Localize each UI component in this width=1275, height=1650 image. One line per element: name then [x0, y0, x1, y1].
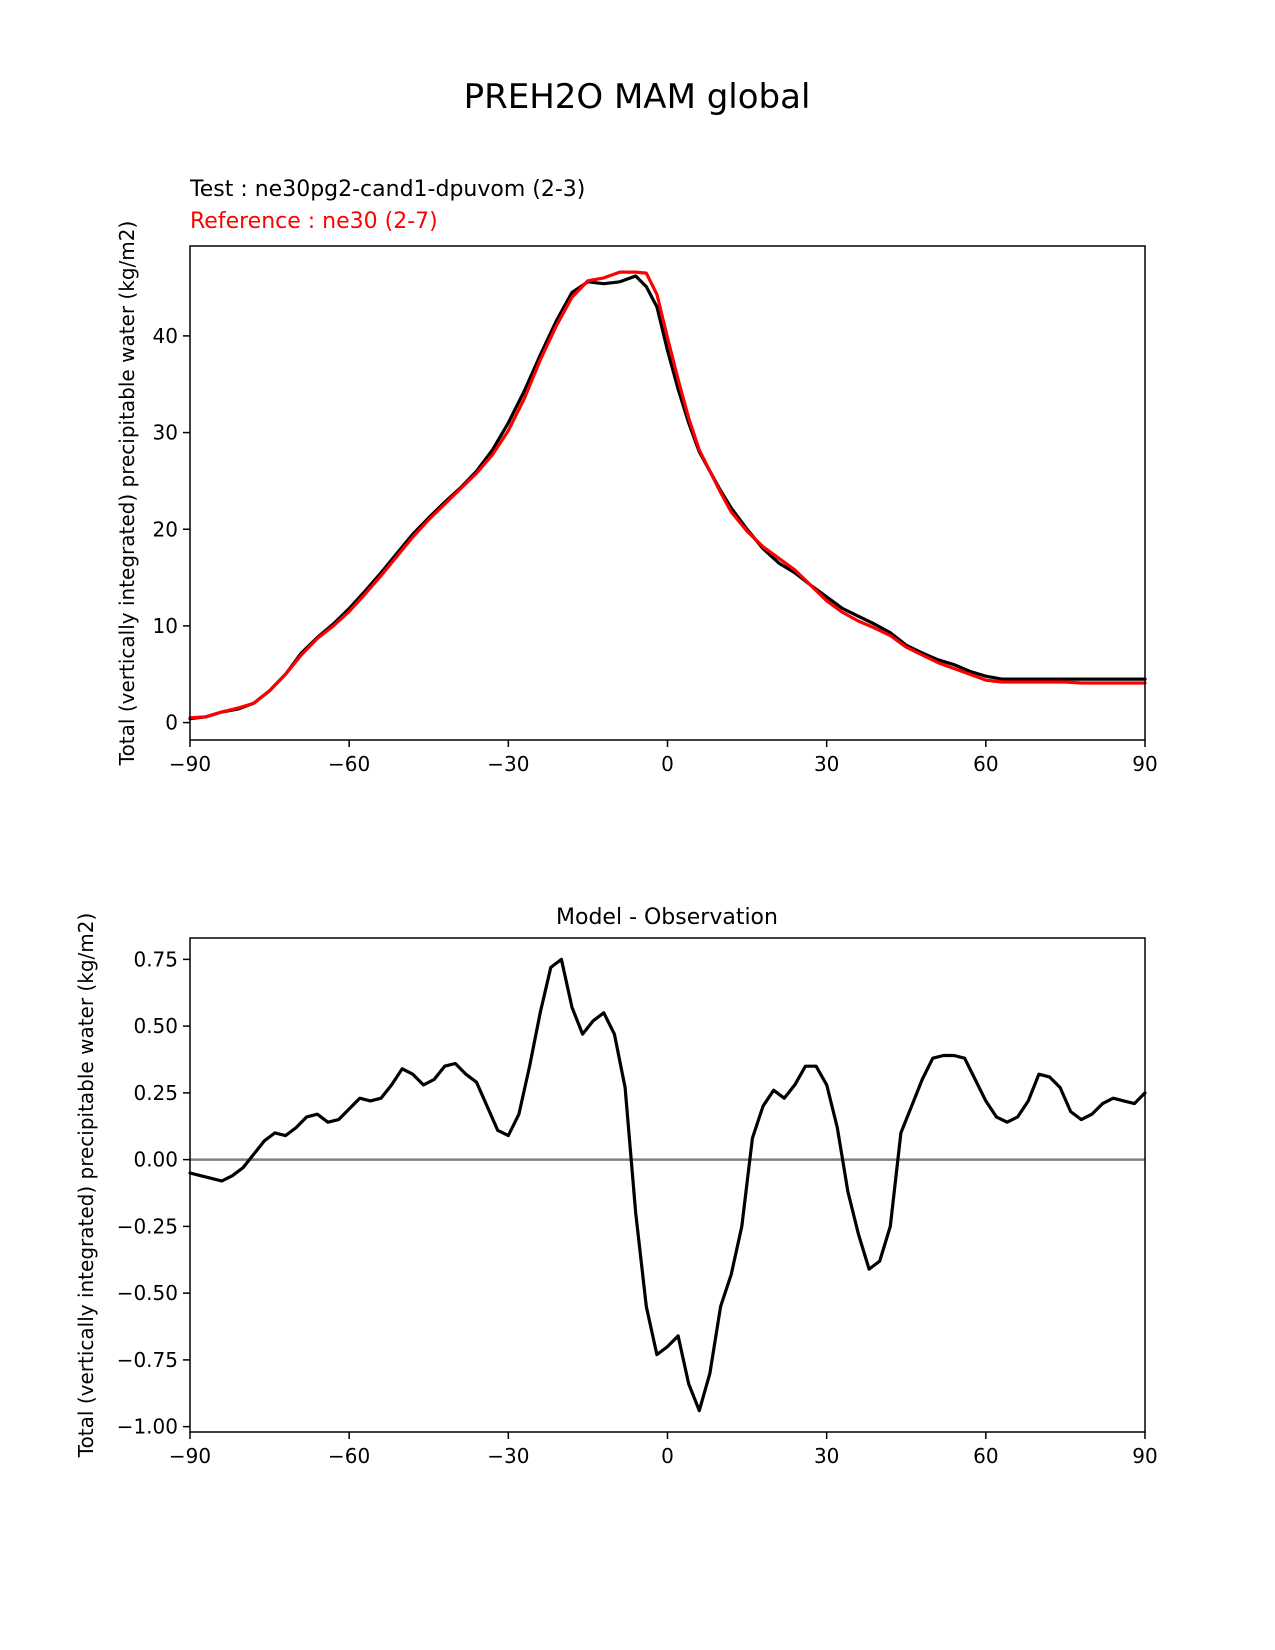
- top-series-line-1: [188, 270, 1147, 720]
- bottom-x-tick-label: −90: [169, 1444, 211, 1468]
- bottom-series-layer: [188, 957, 1147, 1413]
- top-y-axis-label: Total (vertically integrated) precipitab…: [115, 221, 139, 767]
- top-x-tick-label: −90: [169, 752, 211, 776]
- top-x-tick-label: 30: [814, 752, 839, 776]
- top-series-layer: [188, 270, 1147, 721]
- bottom-y-tick-label: −0.75: [117, 1348, 178, 1372]
- top-plot: Test : ne30pg2-cand1-dpuvom (2-3) Refere…: [115, 177, 1158, 776]
- top-y-tick-label: 30: [153, 421, 178, 445]
- figure-title: PREH2O MAM global: [464, 77, 811, 117]
- test-label: Test : ne30pg2-cand1-dpuvom (2-3): [189, 177, 585, 202]
- bottom-plot-frame: [189, 937, 1146, 1433]
- bottom-y-axis-label: Total (vertically integrated) precipitab…: [74, 913, 98, 1459]
- bottom-y-tick-label: 0.75: [133, 947, 178, 971]
- top-y-tick-label: 0: [165, 711, 178, 735]
- top-x-tick-label: −60: [328, 752, 370, 776]
- top-y-tick-label: 40: [153, 324, 178, 348]
- top-x-tick-label: 90: [1132, 752, 1157, 776]
- top-series-line-0: [188, 274, 1147, 721]
- bottom-x-tick-label: 30: [814, 1444, 839, 1468]
- bottom-y-tick-label: −0.25: [117, 1214, 178, 1238]
- top-x-tick-label: 0: [661, 752, 674, 776]
- top-y-tick-label: 20: [153, 517, 178, 541]
- top-x-tick-label: −30: [487, 752, 529, 776]
- bottom-x-tick-label: −60: [328, 1444, 370, 1468]
- reference-label: Reference : ne30 (2-7): [190, 209, 438, 234]
- top-y-tick-label: 10: [153, 614, 178, 638]
- bottom-x-tick-label: −30: [487, 1444, 529, 1468]
- bottom-y-tick-label: −1.00: [117, 1415, 178, 1439]
- bottom-x-tick-label: 90: [1132, 1444, 1157, 1468]
- bottom-plot: Model - Observation Total (vertically in…: [74, 905, 1158, 1468]
- top-ticks-layer: −90 −60 −30 0 30 60 90 0 10 20 30 40: [153, 324, 1158, 776]
- top-x-tick-label: 60: [973, 752, 998, 776]
- bottom-y-tick-label: 0.50: [133, 1014, 178, 1038]
- bottom-y-tick-label: −0.50: [117, 1281, 178, 1305]
- bottom-x-tick-label: 60: [973, 1444, 998, 1468]
- top-plot-frame: [189, 245, 1146, 741]
- bottom-ticks-layer: −90 −60 −30 0 30 60 90 0.75 0.50 0.25 0.00 −0.25 −0.…: [117, 947, 1158, 1468]
- bottom-y-tick-label: 0.00: [133, 1148, 178, 1172]
- bottom-plot-title: Model - Observation: [556, 905, 778, 930]
- bottom-series-line-0: [188, 957, 1147, 1413]
- bottom-y-tick-label: 0.25: [133, 1081, 178, 1105]
- bottom-x-tick-label: 0: [661, 1444, 674, 1468]
